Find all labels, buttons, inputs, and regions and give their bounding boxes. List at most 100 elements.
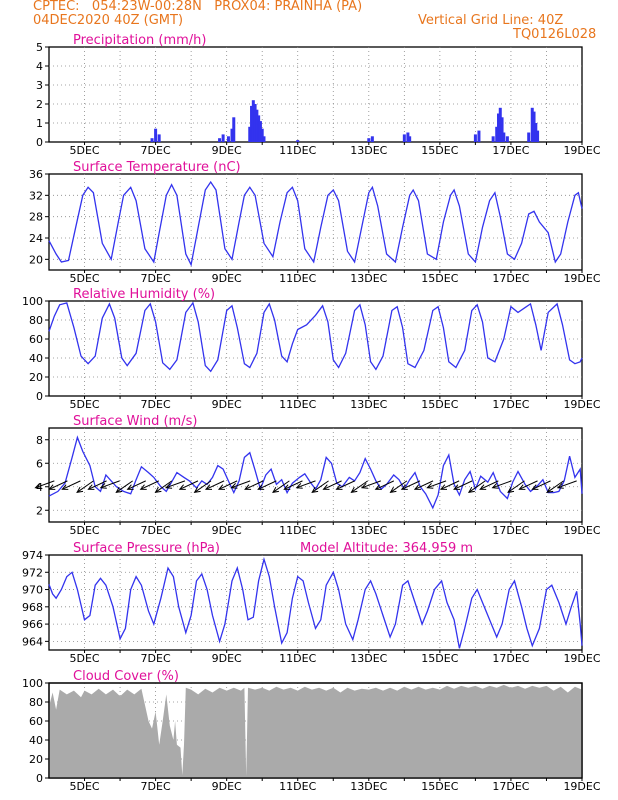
precip-bar [230,128,234,142]
wind-arrow [88,480,107,490]
wind-arrow-head [193,486,201,493]
x-tick-label: 17DEC [492,398,529,411]
wind-arrow-head [467,486,475,493]
x-tick-label: 9DEC [212,780,242,793]
precip-bar [258,121,262,142]
x-tick-label: 17DEC [492,524,529,537]
wind-arrow-head [491,483,499,489]
wind-arrow-head [322,484,330,490]
wind-arrow-head [389,486,397,493]
wind-arrow-head [400,484,408,490]
wind-arrow-head [479,484,487,490]
y-tick-label: 5 [36,41,43,54]
y-tick-label: 100 [22,295,43,308]
y-tick-label: 974 [22,549,43,562]
precip-bar [255,109,259,142]
x-tick-label: 7DEC [141,524,171,537]
wind-arrow [390,480,408,493]
wind-arrow [257,480,277,490]
panel-title: Surface Pressure (hPa) [73,541,220,556]
x-tick-label: 9DEC [212,524,242,537]
wind-arrow-head [272,486,279,493]
x-tick-label: 17DEC [492,780,529,793]
x-tick-label: 13DEC [350,524,387,537]
x-tick-label: 5DEC [69,652,99,665]
y-tick-label: 32 [29,189,43,202]
x-tick-label: 13DEC [350,272,387,285]
y-tick-label: 1 [36,117,43,130]
x-tick-label: 15DEC [421,398,458,411]
wind-arrow [492,480,512,489]
panel-frame [48,173,583,271]
wind-arrow-head [217,484,226,490]
y-tick-label: 24 [29,232,43,245]
wind-arrow [284,480,303,490]
wind-arrow-head [76,486,84,493]
panel-5: 964 966 968 970 972 974 5DEC 7DEC 9DEC 11DEC 13DEC… [22,541,601,665]
panel-title: Cloud Cover (%) [73,669,179,684]
y-tick-label: 60 [29,333,43,346]
wind-arrow [218,480,238,490]
precip-bar [473,134,477,142]
wind-arrow [116,480,133,493]
y-tick-label: 6 [36,457,43,470]
wind-arrow-head [426,483,434,489]
x-tick-label: 11DEC [279,398,316,411]
x-tick-label: 15DEC [421,524,458,537]
y-tick-label: 60 [29,715,43,728]
precip-bar [534,123,538,142]
x-tick-label: 5DEC [69,524,99,537]
y-tick-label: 20 [29,253,43,266]
wind-arrow [557,480,577,489]
wind-arrow-head [374,484,382,490]
precip-bar [232,117,236,142]
series-line [48,301,583,373]
x-tick-label: 19DEC [563,524,600,537]
wind-arrow-head [546,486,554,493]
y-tick-label: 28 [29,211,43,224]
wind-arrow [205,480,225,490]
wind-arrow-head [115,486,123,493]
panel-2: 20 24 28 32 36 5DEC 7DEC 9DEC 11DEC 13DEC 15DEC 17D… [29,160,601,285]
wind-arrow [76,480,94,493]
series-line [48,556,583,649]
y-tick-label: 20 [29,371,43,384]
x-tick-label: 7DEC [141,144,171,157]
wind-arrow-head [311,486,319,493]
y-tick-label: 40 [29,352,43,365]
y-tick-label: 40 [29,734,43,747]
x-tick-label: 9DEC [212,652,242,665]
x-tick-label: 7DEC [141,780,171,793]
header-grid-line: Vertical Grid Line: 40Z [418,13,564,28]
wind-arrow [62,480,81,490]
precip-bar [496,113,500,142]
y-tick-label: 100 [22,677,43,690]
wind-arrow [323,480,342,490]
y-tick-label: 968 [22,601,43,614]
x-tick-label: 19DEC [563,272,600,285]
panel-title: Relative Humidity (%) [73,287,215,302]
x-tick-label: 17DEC [492,652,529,665]
wind-arrow [296,480,316,489]
wind-arrow [361,480,381,489]
x-tick-label: 15DEC [421,144,458,157]
wind-arrow-head [360,483,369,489]
y-tick-label: 964 [22,635,43,648]
x-tick-label: 5DEC [69,780,99,793]
wind-arrow [311,480,329,493]
x-tick-label: 11DEC [279,272,316,285]
x-tick-label: 11DEC [279,524,316,537]
wind-arrow-head [507,486,515,493]
panel-frame [48,427,583,523]
x-tick-label: 19DEC [563,780,600,793]
y-tick-label: 36 [29,168,43,181]
precip-bar [505,136,509,142]
x-tick-label: 7DEC [141,398,171,411]
y-tick-label: 8 [36,434,43,447]
precip-bar [408,136,412,142]
wind-arrow [127,480,146,490]
wind-arrow [427,480,447,489]
wind-arrow [453,480,473,490]
precip-bar [477,130,481,142]
